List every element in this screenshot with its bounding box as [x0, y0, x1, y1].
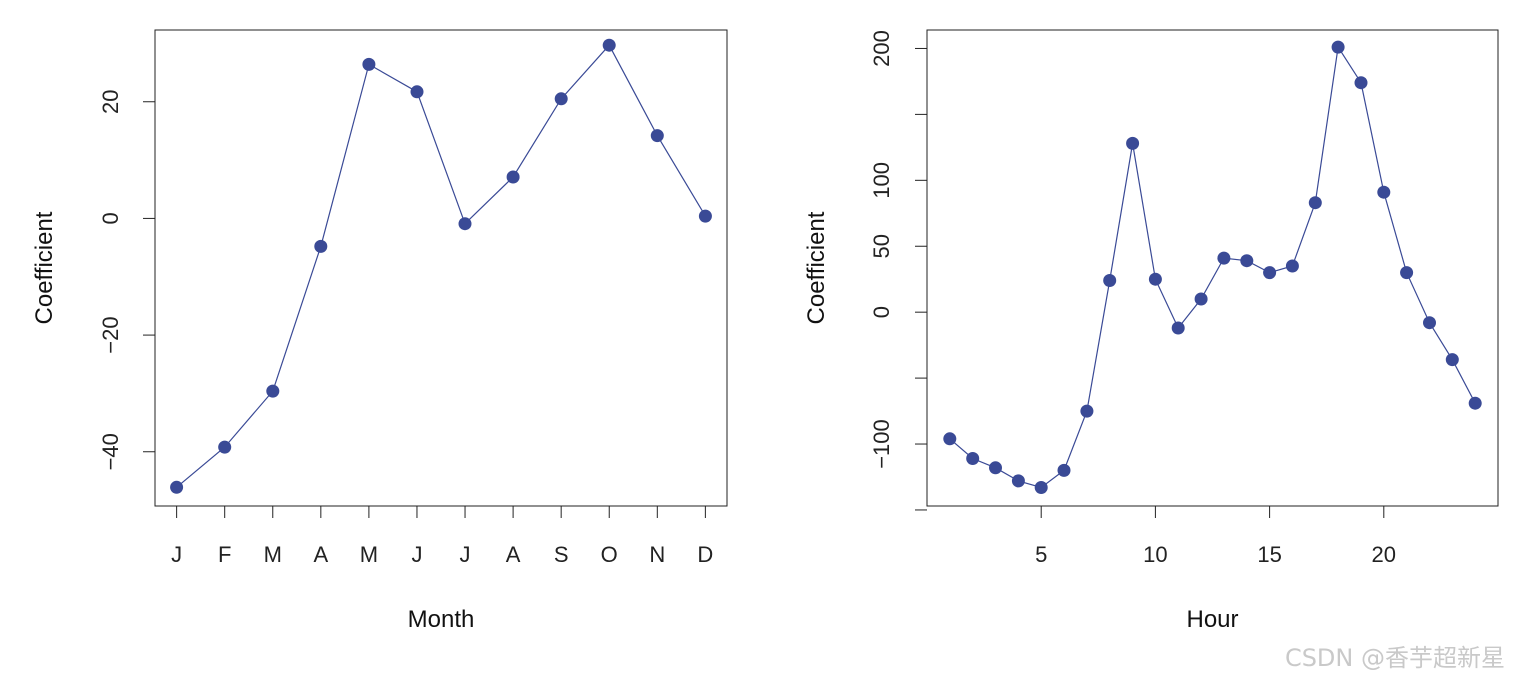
data-point [266, 384, 280, 398]
y-axis-title-month: Coefficient [31, 211, 58, 324]
y-tick-label: 50 [869, 234, 894, 258]
x-tick-label: A [313, 542, 328, 567]
data-point [314, 239, 328, 253]
x-tick-label: 5 [1035, 542, 1047, 567]
data-point [1354, 76, 1368, 90]
data-point [602, 38, 616, 52]
data-point [1034, 481, 1048, 494]
x-tick-label: M [264, 542, 282, 567]
x-tick-label: 10 [1143, 542, 1167, 567]
x-tick-label: S [554, 542, 569, 567]
x-tick-label: A [506, 542, 521, 567]
x-tick-label: 20 [1372, 542, 1396, 567]
y-axis-title-hour: Coefficient [803, 211, 830, 324]
axis-ticks-month: −40 −20 0 20 J F M A M J J A S O N D [98, 90, 713, 567]
data-point [362, 57, 376, 71]
data-point [458, 217, 472, 231]
x-tick-label: F [218, 542, 231, 567]
data-point [506, 170, 520, 184]
y-tick-label: 20 [98, 90, 123, 114]
data-point [1103, 274, 1117, 287]
data-point [554, 92, 568, 106]
data-point [170, 480, 184, 494]
x-tick-label: 15 [1257, 542, 1281, 567]
data-point [1285, 259, 1299, 273]
data-point [1263, 266, 1277, 280]
y-tick-label: 0 [869, 306, 894, 318]
data-point [966, 452, 980, 465]
data-point [1400, 266, 1414, 280]
data-point [1468, 396, 1482, 410]
series-line [176, 44, 706, 488]
data-point [410, 85, 424, 99]
plot-frame-hour [926, 29, 1499, 507]
series-hour [943, 40, 1482, 494]
data-point [1331, 40, 1345, 54]
plot-frame-month [154, 29, 728, 507]
data-point [1148, 272, 1162, 286]
data-point [1445, 353, 1459, 367]
data-point [1240, 254, 1254, 268]
data-point [1423, 316, 1436, 330]
data-point [1057, 463, 1071, 477]
data-point [1308, 196, 1322, 210]
month-coefficient-panel: Month Coefficient −40 −20 0 20 J F M A M J J A S O N D [31, 29, 728, 633]
series-line [949, 45, 1476, 489]
data-point [1377, 185, 1391, 199]
y-tick-label: −20 [98, 316, 123, 353]
watermark-text: CSDN @香芋超新星 [1284, 644, 1505, 672]
y-tick-label: 0 [98, 212, 123, 224]
x-tick-label: O [601, 542, 618, 567]
data-point [698, 209, 712, 223]
x-axis-title-hour: Hour [1186, 606, 1238, 633]
data-point [650, 129, 664, 143]
x-axis-title-month: Month [408, 606, 475, 633]
x-tick-label: J [171, 542, 182, 567]
data-point [1171, 321, 1185, 335]
y-tick-label: −100 [869, 419, 894, 469]
data-point [218, 440, 232, 454]
data-point [943, 432, 957, 446]
series-month [170, 38, 712, 494]
y-tick-label: 200 [869, 30, 894, 67]
data-point [1194, 292, 1208, 306]
x-tick-label: N [649, 542, 665, 567]
data-point [1126, 136, 1140, 150]
data-point [1080, 404, 1094, 418]
y-tick-label: −40 [98, 433, 123, 470]
x-tick-label: J [460, 542, 471, 567]
data-point [1217, 251, 1231, 265]
x-tick-label: D [697, 542, 713, 567]
data-point [1011, 474, 1025, 488]
data-point [989, 461, 1002, 475]
x-tick-label: M [360, 542, 378, 567]
y-tick-label: 100 [869, 162, 894, 199]
x-tick-label: J [411, 542, 422, 567]
axis-ticks-hour: −100 0 50 100 200 5 10 15 20 [869, 30, 1396, 567]
hour-coefficient-panel: Hour Coefficient −100 0 50 100 200 5 10 15 20 [803, 29, 1499, 633]
